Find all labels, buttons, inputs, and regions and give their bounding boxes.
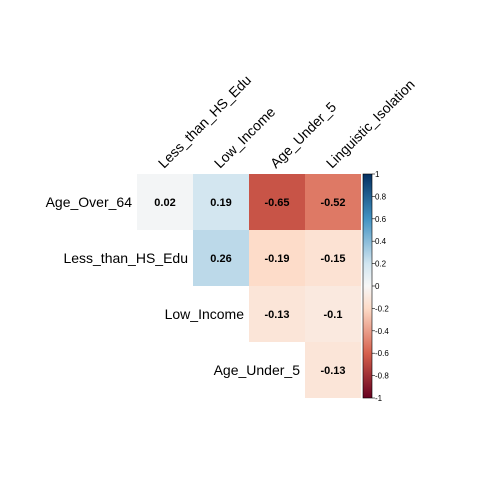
row-label: Low_Income (165, 306, 245, 322)
colorbar-tick-label: -0.6 (375, 349, 389, 358)
colorbar-tick-label: -1 (375, 394, 383, 403)
cell-value-label: -0.15 (320, 253, 345, 265)
colorbar-tick-label: -0.2 (375, 304, 389, 313)
cell-value-label: 0.26 (210, 253, 231, 265)
colorbar-tick-label: 1 (375, 170, 380, 179)
cell-value-label: -0.13 (320, 365, 345, 377)
colorbar-tick-label: 0 (375, 282, 380, 291)
colorbar-tick-label: 0.4 (375, 237, 387, 246)
cell-value-label: -0.19 (264, 253, 289, 265)
colorbar: 1 0.8 0.6 0.4 0.2 0 -0.2 -0.4 -0.6 -0.8 -1 (363, 170, 389, 403)
column-label: Linguistic_Isolation (323, 76, 418, 171)
cell-value-label: -0.65 (264, 197, 289, 209)
colorbar-tick-label: -0.8 (375, 372, 389, 381)
colorbar-tick-label: 0.8 (375, 192, 387, 201)
row-label: Age_Under_5 (214, 362, 301, 378)
column-label: Less_than_HS_Edu (155, 72, 254, 171)
row-label: Age_Over_64 (46, 194, 133, 210)
column-labels: Less_than_HS_EduLow_IncomeAge_Under_5Lin… (155, 72, 418, 171)
colorbar-tick-label: 0.6 (375, 215, 387, 224)
cell-value-label: 0.02 (154, 197, 175, 209)
cell-value-label: 0.19 (210, 197, 231, 209)
colorbar-gradient (363, 174, 372, 398)
colorbar-tick-label: 0.2 (375, 260, 387, 269)
colorbar-tick-label: -0.4 (375, 327, 389, 336)
row-label: Less_than_HS_Edu (63, 250, 188, 266)
cell-value-label: -0.52 (320, 197, 345, 209)
cell-value-label: -0.13 (264, 309, 289, 321)
cell-value-label: -0.1 (324, 309, 343, 321)
